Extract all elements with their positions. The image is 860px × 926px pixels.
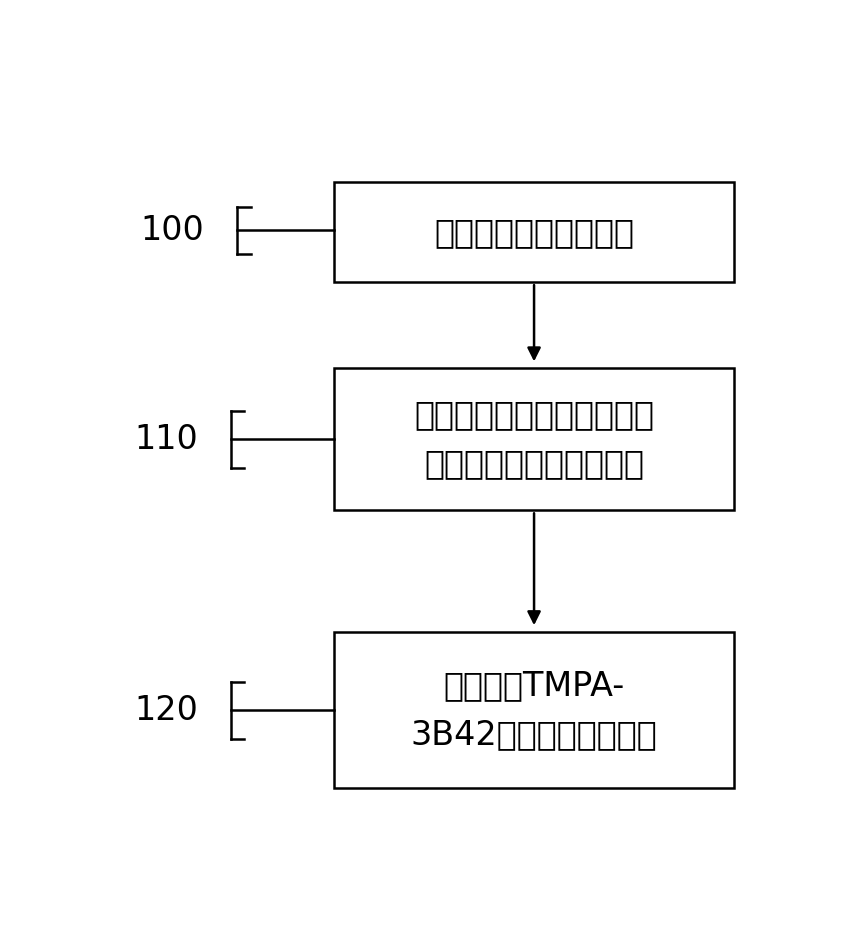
Text: 引入静止卫星融合数据: 引入静止卫星融合数据 xyxy=(434,216,634,249)
Bar xyxy=(334,632,734,789)
Text: 100: 100 xyxy=(141,214,205,246)
Text: 110: 110 xyxy=(134,422,198,456)
Text: 粗分辨率TMPA-
3B42降水数据的降尺度: 粗分辨率TMPA- 3B42降水数据的降尺度 xyxy=(411,669,657,751)
Bar xyxy=(334,182,734,282)
Bar xyxy=(334,368,734,510)
Text: 120: 120 xyxy=(134,694,198,727)
Text: 基于静止卫星红外云顶亮温
的高空间分辨率降水计算: 基于静止卫星红外云顶亮温 的高空间分辨率降水计算 xyxy=(414,398,654,480)
